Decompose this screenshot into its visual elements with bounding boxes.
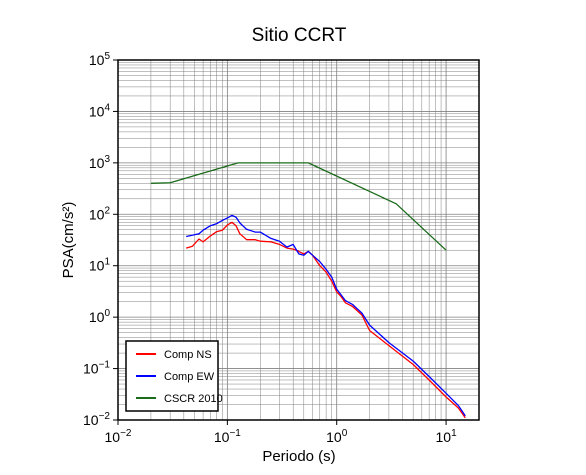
legend-label-2: CSCR 2010 xyxy=(164,393,223,405)
series-line-0 xyxy=(186,221,466,419)
y-tick-label: 10−2 xyxy=(83,411,110,428)
x-tick-label: 10−1 xyxy=(214,428,241,445)
series-layer xyxy=(150,162,466,419)
legend-label-1: Comp EW xyxy=(164,371,215,383)
y-tick-label: 104 xyxy=(89,102,111,119)
x-tick-label: 101 xyxy=(436,428,458,445)
y-tick-label: 105 xyxy=(89,51,111,68)
tick-labels: 10−2 10−1 100 101 10−2 10−1 100 101 102 103 104 105 xyxy=(83,51,457,445)
y-tick-label: 102 xyxy=(89,205,111,222)
x-tick-label: 100 xyxy=(326,428,348,445)
legend-label-0: Comp NS xyxy=(164,349,212,361)
series-line-2 xyxy=(150,162,447,251)
x-axis-label: Periodo (s) xyxy=(262,448,335,465)
y-tick-label: 10−1 xyxy=(83,360,110,377)
y-tick-label: 103 xyxy=(89,154,111,171)
y-tick-label: 101 xyxy=(89,257,111,274)
legend: Comp NS Comp EW CSCR 2010 xyxy=(125,340,223,412)
y-tick-label: 100 xyxy=(89,308,111,325)
y-axis-label: PSA(cm/s²) xyxy=(60,202,77,279)
series-line-1 xyxy=(186,214,466,417)
chart-title: Sitio CCRT xyxy=(252,25,347,46)
x-tick-label: 10−2 xyxy=(105,428,132,445)
plot-frame xyxy=(117,59,480,421)
